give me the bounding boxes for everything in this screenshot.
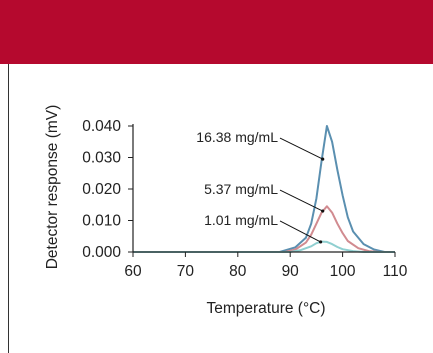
annotation-label-3: 1.01 mg/mL [204, 212, 278, 228]
annotation-point [321, 209, 325, 213]
annotation-label-2: 5.37 mg/mL [204, 181, 278, 197]
y-tick-label: 0.030 [82, 150, 121, 167]
x-tick-label: 100 [330, 263, 356, 280]
series-line-2 [133, 205, 395, 253]
plot-lines [133, 125, 395, 253]
y-axis-label: Detector response (mV) [44, 105, 61, 270]
header-bar [0, 0, 433, 64]
series-line-1 [133, 125, 395, 253]
x-axis-label: Temperature (°C) [206, 300, 325, 317]
annotation-leader [279, 189, 323, 212]
annotation-leader [279, 137, 323, 160]
annotation-point [321, 157, 325, 161]
x-tick-label: 80 [229, 263, 247, 280]
series-line-3 [133, 240, 395, 253]
y-tick-label: 0.040 [82, 118, 121, 135]
annotation-leader [279, 220, 321, 243]
axes: 60 70 80 90 100 110 0.000 0.010 0.020 0.030 0.040 [82, 118, 408, 280]
x-tick-label: 90 [282, 263, 300, 280]
annotation-label-1: 16.38 mg/mL [196, 129, 278, 145]
annotations: 16.38 mg/mL 5.37 mg/mL 1.01 mg/mL [196, 129, 325, 244]
x-tick-label: 70 [177, 263, 195, 280]
annotation-point [318, 240, 323, 244]
y-tick-label: 0.010 [82, 213, 121, 230]
y-tick-label: 0.000 [82, 244, 121, 261]
x-tick-label: 110 [383, 263, 408, 280]
x-tick-label: 60 [124, 263, 142, 280]
y-tick-label: 0.020 [82, 181, 121, 198]
left-divider [8, 64, 9, 353]
